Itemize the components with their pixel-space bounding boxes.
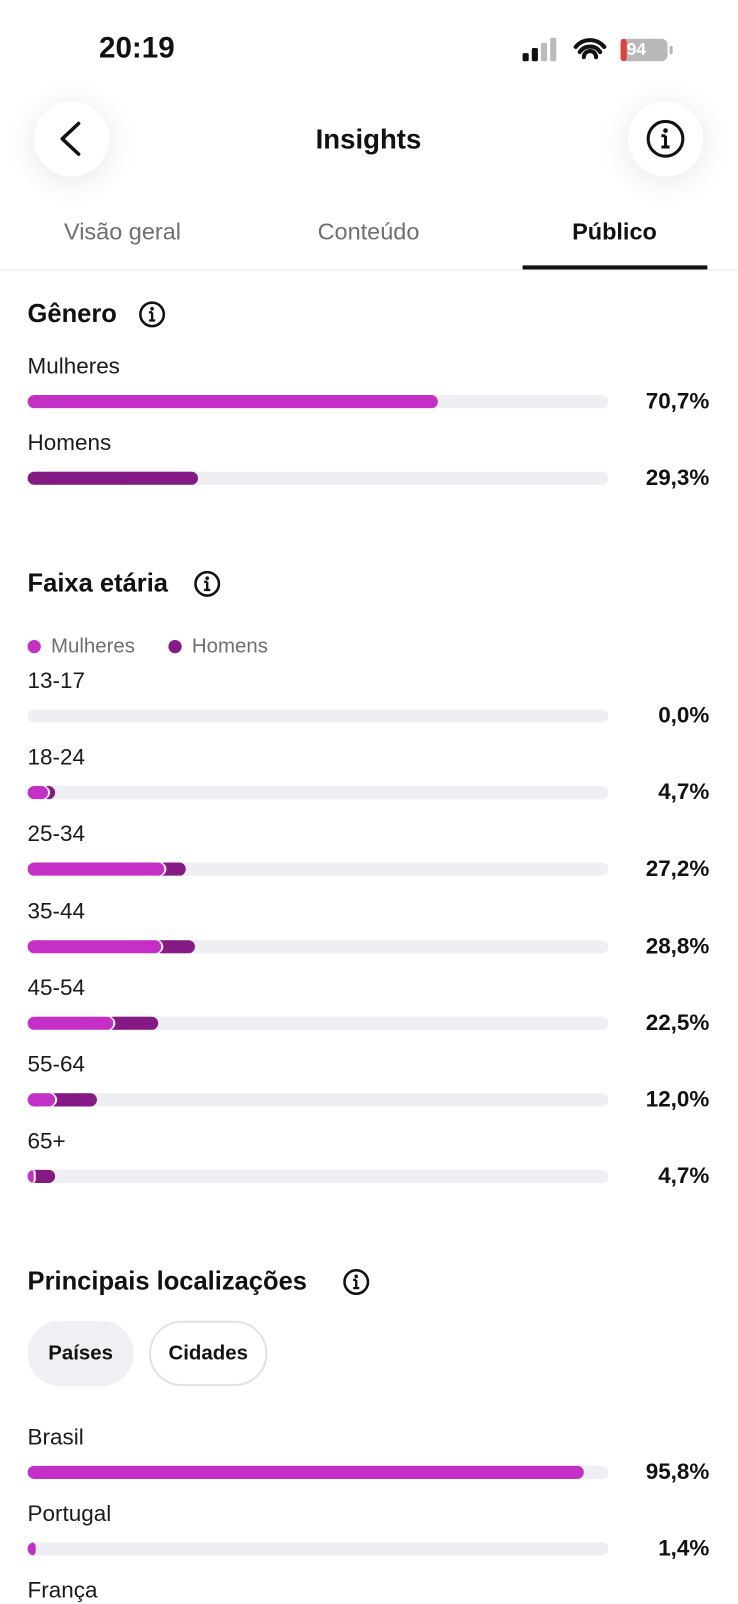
status-time: 20:19 xyxy=(99,32,175,65)
battery-level: 94 xyxy=(626,39,647,60)
bar-segment-men xyxy=(48,1093,98,1107)
value-label: 4,7% xyxy=(658,778,710,805)
row-label: Portugal xyxy=(27,1500,112,1526)
info-icon[interactable] xyxy=(138,300,167,329)
bar-segment-men xyxy=(157,862,186,877)
bar xyxy=(27,471,198,485)
divider xyxy=(0,269,738,271)
back-icon xyxy=(60,121,81,156)
bar-segment-men xyxy=(155,939,195,953)
row-label: 13-17 xyxy=(27,667,86,694)
bar xyxy=(27,1542,36,1556)
info-icon[interactable] xyxy=(342,1268,371,1297)
row-label: Homens xyxy=(27,429,112,456)
row-label: 55-64 xyxy=(27,1051,86,1077)
back-button[interactable] xyxy=(33,101,110,177)
row-label: 25-34 xyxy=(27,821,86,847)
row-label: 18-24 xyxy=(27,744,86,770)
bar xyxy=(27,395,439,409)
bar-track xyxy=(27,1542,609,1556)
bar-track xyxy=(27,862,609,877)
bar-segment-women xyxy=(27,939,162,953)
bar-segment-men xyxy=(106,1016,159,1030)
value-label: 28,8% xyxy=(645,932,710,959)
section-title: Faixa etária xyxy=(27,569,169,598)
filter-pill-active[interactable]: Países xyxy=(27,1320,134,1387)
value-label: 12,0% xyxy=(645,1086,710,1112)
bar-track xyxy=(27,1465,609,1479)
bar-segment-women xyxy=(27,1016,113,1030)
section-title: Principais localizações xyxy=(27,1267,307,1296)
value-label: 29,3% xyxy=(645,464,710,490)
value-label: 95,8% xyxy=(645,1458,710,1485)
bar-segment-women xyxy=(27,1093,55,1107)
bar xyxy=(27,1465,584,1479)
info-icon[interactable] xyxy=(193,570,222,599)
bar-track xyxy=(27,786,609,800)
bar-track xyxy=(27,471,609,485)
value-label: 27,2% xyxy=(645,855,710,882)
bar-segment-men xyxy=(27,1169,55,1184)
row-label: 65+ xyxy=(27,1128,66,1154)
bar-segment-women xyxy=(27,862,165,877)
bar-track xyxy=(27,395,609,409)
bar-segment-women xyxy=(27,1169,34,1184)
row-label: 35-44 xyxy=(27,897,86,924)
bar-track xyxy=(27,939,609,953)
tab[interactable]: Conteúdo xyxy=(317,217,420,245)
value-label: 22,5% xyxy=(645,1009,710,1035)
tab-indicator xyxy=(522,265,708,270)
header-title: Insights xyxy=(315,124,422,155)
status-icons xyxy=(522,37,673,62)
info-icon xyxy=(646,119,685,158)
row-label: Brasil xyxy=(27,1423,84,1450)
legend-label: Homens xyxy=(191,635,268,658)
bar-track xyxy=(27,709,609,723)
filter-pill[interactable]: Cidades xyxy=(149,1320,268,1387)
tab-active[interactable]: Público xyxy=(572,217,657,245)
row-label: 45-54 xyxy=(27,974,86,1001)
bar-track xyxy=(27,1093,609,1107)
row-label: França xyxy=(27,1576,98,1603)
value-label: 70,7% xyxy=(645,387,710,414)
bar-track xyxy=(27,1169,609,1184)
info-button[interactable] xyxy=(627,101,704,177)
legend-dot xyxy=(27,639,41,654)
bar-track xyxy=(27,1016,609,1030)
section-title: Gênero xyxy=(27,299,117,329)
tab[interactable]: Visão geral xyxy=(63,217,181,245)
legend-label: Mulheres xyxy=(51,635,136,658)
value-label: 4,7% xyxy=(658,1162,710,1189)
bar-segment-women xyxy=(27,786,48,800)
value-label: 1,4% xyxy=(658,1535,710,1561)
legend-dot xyxy=(168,639,182,654)
value-label: 0,0% xyxy=(658,702,710,728)
row-label: Mulheres xyxy=(27,353,120,379)
